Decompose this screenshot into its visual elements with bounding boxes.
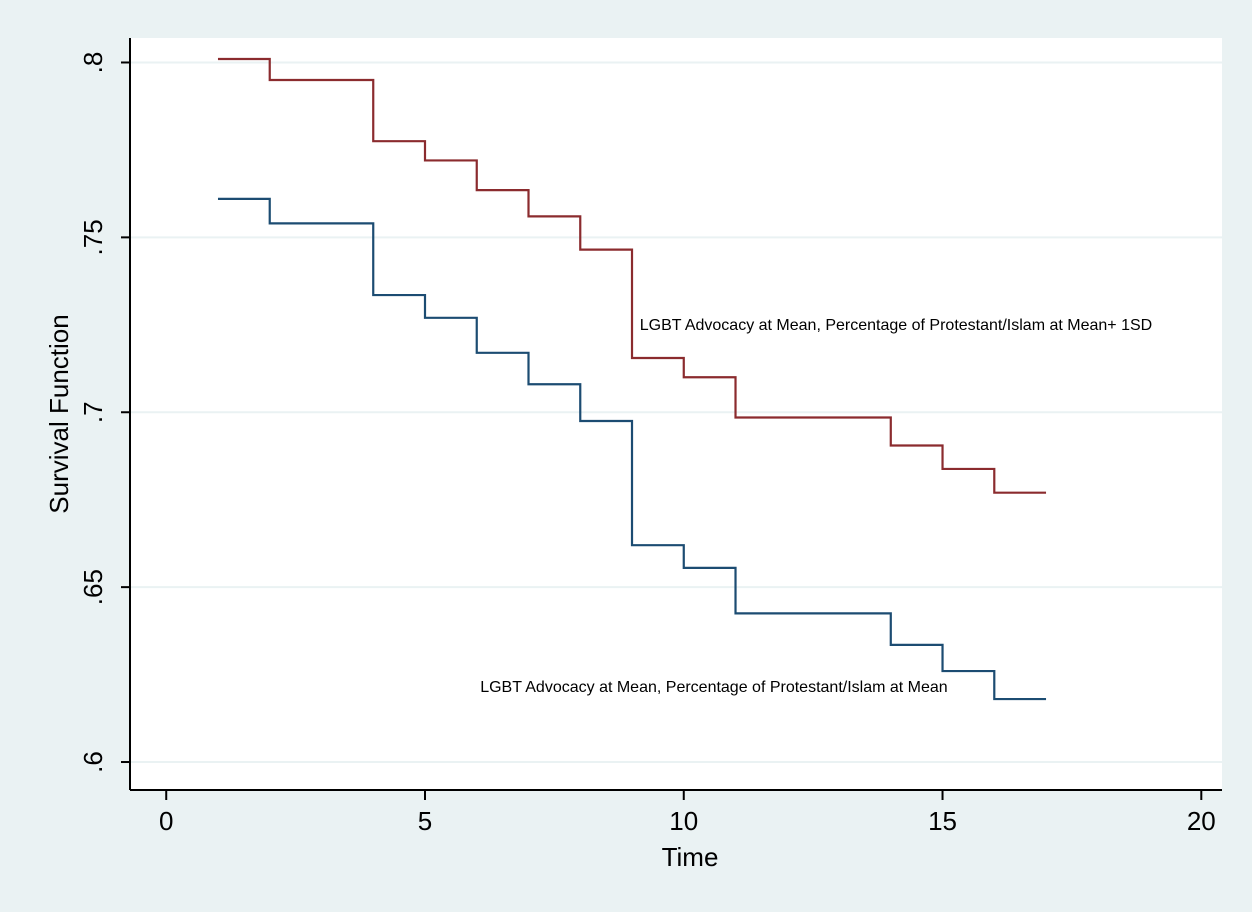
y-tick-label: .6	[78, 751, 108, 773]
x-tick-label: 0	[159, 806, 173, 836]
y-axis-ticks: .6 .65 .7 .75 .8	[78, 52, 130, 773]
y-axis-title: Survival Function	[44, 314, 74, 513]
x-axis-ticks: 0 5 10 15 20	[159, 790, 1216, 836]
series-line-2	[217, 197, 1047, 701]
x-tick-label: 20	[1187, 806, 1216, 836]
x-axis-title: Time	[662, 842, 719, 872]
grid-lines	[130, 61, 1222, 764]
annotation-label: LGBT Advocacy at Mean, Percentage of Pro…	[640, 317, 1152, 334]
plot-area	[130, 38, 1222, 790]
annotation-group: LGBT Advocacy at Mean, Percentage of Pro…	[480, 317, 1152, 696]
y-tick-label: .7	[78, 401, 108, 423]
annotation-label: LGBT Advocacy at Mean, Percentage of Pro…	[480, 679, 948, 696]
x-tick-label: 10	[669, 806, 698, 836]
series-line-1	[217, 57, 1047, 494]
y-tick-label: .65	[78, 569, 108, 605]
y-tick-label: .8	[78, 52, 108, 74]
x-tick-label: 5	[418, 806, 432, 836]
series-group	[217, 57, 1047, 701]
y-tick-label: .75	[78, 219, 108, 255]
x-tick-label: 15	[928, 806, 957, 836]
